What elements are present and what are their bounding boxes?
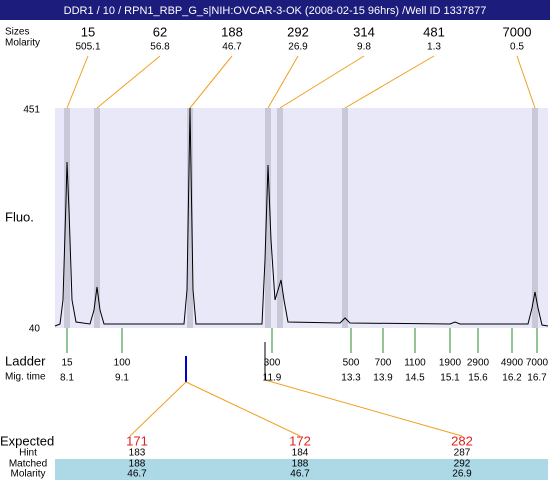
ladder-size: 700 xyxy=(375,358,392,369)
peak-molarity: 1.3 xyxy=(427,42,441,53)
peak-band xyxy=(187,108,193,328)
y-axis-label: Fluo. xyxy=(5,209,34,224)
ladder-mig-time: 16.7 xyxy=(527,373,547,384)
expected-value: 282 xyxy=(451,433,473,448)
connector xyxy=(185,381,301,437)
peak-connector xyxy=(516,55,536,109)
ladder-size: 300 xyxy=(264,358,281,369)
y-top-label: 451 xyxy=(23,105,40,116)
molarity-value: 46.7 xyxy=(127,469,147,480)
ladder-mig-time: 14.5 xyxy=(405,373,425,384)
expected-value: 172 xyxy=(289,433,311,448)
matched-value: 292 xyxy=(454,459,471,470)
ladder-mig-time: 11.9 xyxy=(263,373,282,384)
peak-size: 15 xyxy=(81,24,95,39)
molarity-value: 46.7 xyxy=(290,469,310,480)
connector xyxy=(129,381,187,437)
ladder-mig-time: 15.6 xyxy=(468,373,488,384)
peak-size: 188 xyxy=(221,24,243,39)
ladder-mig-time: 13.3 xyxy=(341,373,361,384)
ladder-size: 1100 xyxy=(404,358,426,369)
title: DDR1 / 10 / RPN1_RBP_G_s|NIH:OVCAR-3-OK … xyxy=(64,5,487,17)
peak-size: 314 xyxy=(353,24,375,39)
connector xyxy=(264,379,463,437)
peak-connector xyxy=(279,55,365,109)
peak-molarity: 0.5 xyxy=(510,42,524,53)
ladder-mig-time: 16.2 xyxy=(502,373,522,384)
ladder-size: 15 xyxy=(61,358,73,369)
matched-value: 188 xyxy=(129,459,146,470)
expected-label: Expected xyxy=(0,433,54,448)
peak-molarity: 26.9 xyxy=(288,42,308,53)
ladder-mig-time: 8.1 xyxy=(60,373,74,384)
hint-value: 287 xyxy=(454,448,471,459)
peak-connector xyxy=(344,55,435,109)
peak-band xyxy=(342,108,348,328)
peak-connector xyxy=(66,55,89,109)
plot-area xyxy=(55,108,548,328)
peak-band xyxy=(64,108,70,328)
peak-molarity: 9.8 xyxy=(357,42,371,53)
peak-molarity: 46.7 xyxy=(222,42,242,53)
trace xyxy=(54,107,549,327)
matched-value: 188 xyxy=(292,459,309,470)
ladder-mig-time: 9.1 xyxy=(115,373,129,384)
title-bar xyxy=(0,0,550,20)
ladder-size: 1900 xyxy=(439,358,462,369)
peak-band xyxy=(94,108,100,328)
ladder-mig-time: 13.9 xyxy=(373,373,393,384)
peak-size: 62 xyxy=(153,24,167,39)
ladder-size: 100 xyxy=(114,358,131,369)
peaks-label: Sizes xyxy=(5,27,29,38)
peak-connector xyxy=(267,55,299,109)
expected-value: 171 xyxy=(126,433,148,448)
peak-band xyxy=(532,108,538,328)
highlight-row xyxy=(55,459,548,480)
peak-connector xyxy=(189,55,233,109)
ladder-size: 2900 xyxy=(467,358,490,369)
peak-size: 481 xyxy=(423,24,445,39)
expected-label: Hint xyxy=(19,448,37,459)
peak-band xyxy=(277,108,283,328)
expected-label: Matched xyxy=(9,459,47,470)
ladder-size: 4900 xyxy=(501,358,524,369)
peak-molarity: 505.1 xyxy=(75,42,100,53)
ladder-size: 7000 xyxy=(526,358,549,369)
y-bottom-label: 40 xyxy=(29,324,41,335)
ladder-size: 500 xyxy=(343,358,360,369)
ladder-label: Mig. time xyxy=(5,372,46,383)
hint-value: 183 xyxy=(129,448,146,459)
peak-size: 292 xyxy=(287,24,309,39)
ladder-mig-time: 15.1 xyxy=(440,373,460,384)
peak-molarity: 56.8 xyxy=(150,42,170,53)
hint-value: 184 xyxy=(292,448,309,459)
ladder-label: Ladder xyxy=(5,353,46,368)
peaks-label: Molarity xyxy=(5,38,40,49)
peak-band xyxy=(265,108,271,328)
peak-size: 7000 xyxy=(503,24,532,39)
peak-connector xyxy=(96,55,161,109)
molarity-value: 26.9 xyxy=(452,469,472,480)
expected-label: Molarity xyxy=(10,469,45,480)
